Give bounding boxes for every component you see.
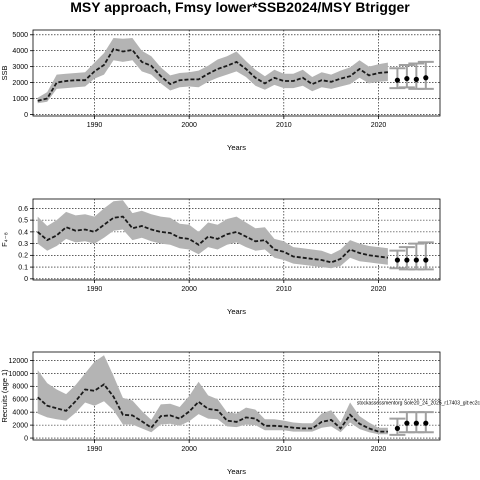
figure-title: MSY approach, Fmsy lower*SSB2024/MSY Btr… bbox=[70, 0, 410, 15]
projection-point bbox=[394, 425, 401, 431]
projection-point bbox=[404, 420, 410, 426]
projection-point bbox=[394, 77, 401, 83]
y-tick-label: 0 bbox=[24, 435, 28, 442]
y-tick-label: 4000 bbox=[12, 48, 28, 55]
x-axis-label: Years bbox=[227, 307, 246, 316]
y-axis-label: F₄₋₈ bbox=[0, 232, 9, 247]
plot-frame bbox=[32, 351, 441, 441]
y-tick-label: 4000 bbox=[12, 410, 28, 417]
x-axis-label: Years bbox=[227, 143, 246, 152]
y-tick-label: 0.5 bbox=[18, 218, 28, 225]
y-tick-label: 0 bbox=[24, 276, 28, 283]
x-tick-label: 2000 bbox=[181, 446, 197, 453]
plot-frame bbox=[32, 198, 441, 281]
x-tick-label: 2010 bbox=[276, 286, 292, 293]
y-tick-label: 0 bbox=[24, 112, 28, 119]
recruits-panel: 1990 2000 2010 2020 0 2000 4000 6000 8000 10000 12… bbox=[0, 351, 480, 476]
median-line bbox=[37, 48, 388, 102]
x-axis-label: Years bbox=[227, 467, 246, 476]
projection-point bbox=[404, 75, 410, 82]
projection-point bbox=[413, 76, 419, 82]
y-tick-label: 3000 bbox=[12, 64, 28, 71]
confidence-band bbox=[37, 200, 388, 269]
y-tick-label: 6000 bbox=[12, 397, 28, 404]
confidence-band bbox=[37, 355, 388, 435]
median-line bbox=[37, 383, 388, 433]
y-axis-label: SSB bbox=[0, 65, 9, 80]
y-tick-label: 2000 bbox=[12, 80, 28, 87]
x-tick-label: 2020 bbox=[371, 286, 387, 293]
annotation-text: stockassessmentorg Sole20_24_2025_r17403… bbox=[357, 400, 480, 406]
y-tick-label: 0.3 bbox=[18, 241, 28, 248]
y-tick-label: 2000 bbox=[12, 423, 28, 430]
projection-point bbox=[413, 257, 419, 263]
fishing-mortality-panel: 1990 2000 2010 2020 0 0.1 0.2 0.3 0.4 0.5 0.6 Years… bbox=[0, 198, 441, 316]
y-tick-label: 5000 bbox=[12, 32, 28, 39]
projection-point bbox=[423, 257, 429, 263]
x-tick-label: 1990 bbox=[87, 446, 103, 453]
y-tick-label: 10000 bbox=[9, 371, 29, 378]
projection-point bbox=[404, 257, 410, 263]
x-tick-label: 2020 bbox=[371, 446, 387, 453]
projection-point bbox=[423, 420, 429, 426]
y-tick-label: 0.4 bbox=[18, 229, 28, 236]
ssb-panel: 1990 2000 2010 2020 0 1000 2000 3000 4000 5000 Yea… bbox=[0, 29, 441, 152]
projection-point bbox=[413, 420, 419, 426]
x-tick-label: 2010 bbox=[276, 122, 292, 129]
plot-frame bbox=[32, 29, 441, 117]
y-tick-label: 0.1 bbox=[18, 264, 28, 271]
panels: 1990 2000 2010 2020 0 1000 2000 3000 4000 5000 Yea… bbox=[0, 29, 480, 476]
median-line bbox=[37, 215, 389, 264]
x-tick-label: 2000 bbox=[181, 286, 197, 293]
y-tick-label: 0.2 bbox=[18, 253, 28, 260]
x-tick-label: 1990 bbox=[87, 122, 103, 129]
x-tick-label: 1990 bbox=[87, 286, 103, 293]
y-tick-label: 12000 bbox=[9, 358, 29, 365]
x-tick-label: 2020 bbox=[371, 122, 387, 129]
y-axis-label: Recruits (age 1) bbox=[0, 369, 9, 423]
x-tick-label: 2000 bbox=[181, 122, 197, 129]
projection-point bbox=[394, 257, 401, 263]
y-tick-label: 1000 bbox=[12, 96, 28, 103]
x-tick-label: 2010 bbox=[276, 446, 292, 453]
y-tick-label: 0.6 bbox=[18, 206, 28, 213]
projection-point bbox=[423, 75, 429, 81]
y-tick-label: 8000 bbox=[12, 384, 28, 391]
